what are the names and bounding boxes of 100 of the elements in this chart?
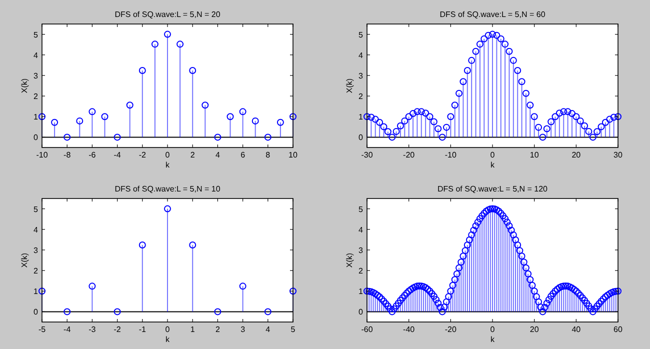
x-tick-label: 10 [530, 150, 540, 160]
point [276, 118, 284, 126]
y-axis-title: X(k) [345, 252, 354, 268]
x-tick-label: -6 [88, 150, 96, 160]
y-tick-label: 4 [358, 50, 364, 60]
chart-title: DFS of SQ.wave:L = 5,N = 60 [440, 10, 546, 19]
point [38, 113, 46, 120]
y-tick-label: 0 [34, 133, 39, 142]
x-tick-label: 0 [490, 150, 496, 160]
x-tick-label: -40 [403, 325, 416, 334]
x-tick-label: -5 [38, 325, 46, 334]
x-tick-label: 2 [215, 325, 220, 334]
y-tick-label: 2 [34, 266, 39, 276]
x-tick-label: -30 [361, 150, 374, 160]
y-tick-label: 0 [358, 133, 364, 142]
point [51, 118, 58, 126]
x-tick-label: -20 [403, 150, 416, 160]
x-tick-label: -2 [138, 150, 146, 160]
x-tick-label: 4 [266, 325, 271, 334]
point [252, 117, 259, 124]
y-tick-label: 1 [358, 287, 364, 296]
x-tick-label: 0 [165, 150, 170, 160]
point [101, 113, 108, 120]
point [176, 40, 184, 48]
chart-title: DFS of SQ.wave:L = 5,N = 120 [438, 184, 548, 194]
y-tick-label: 0 [34, 308, 39, 317]
x-tick-label: -2 [114, 325, 122, 334]
point [126, 102, 134, 109]
x-axis-title: k [490, 335, 496, 344]
point [88, 108, 96, 116]
x-tick-label: 20 [572, 150, 582, 160]
y-tick-label: 1 [34, 112, 39, 122]
x-tick-label: -4 [64, 325, 72, 334]
point [214, 308, 222, 316]
x-tick-label: 4 [215, 150, 220, 160]
point [189, 242, 196, 249]
x-tick-label: 6 [240, 150, 246, 160]
y-tick-label: 4 [34, 225, 39, 234]
point [164, 205, 171, 212]
point [138, 67, 146, 74]
point [38, 288, 46, 295]
x-tick-label: -60 [361, 325, 374, 334]
y-tick-label: 3 [358, 71, 364, 80]
y-tick-label: 5 [358, 30, 364, 40]
y-tick-label: 5 [358, 204, 364, 214]
point [114, 308, 121, 316]
x-tick-label: -1 [138, 325, 146, 334]
y-tick-label: 3 [34, 71, 39, 80]
point [290, 288, 296, 295]
x-tick-label: 2 [190, 150, 196, 160]
x-tick-label: 10 [288, 150, 298, 160]
point [290, 113, 296, 120]
y-tick-label: 1 [358, 112, 364, 122]
chart-title: DFS of SQ.wave:L = 5,N = 10 [114, 184, 221, 194]
y-tick-label: 3 [358, 246, 364, 255]
x-tick-label: 20 [530, 325, 540, 334]
point [138, 242, 146, 249]
y-tick-label: 3 [34, 246, 39, 255]
x-tick-label: -4 [114, 150, 122, 160]
point [114, 134, 121, 141]
x-tick-label: -10 [36, 150, 48, 160]
y-tick-label: 1 [34, 287, 39, 296]
point [202, 102, 209, 109]
point [64, 134, 71, 141]
y-axis-title: X(k) [345, 78, 354, 94]
y-tick-label: 4 [358, 225, 364, 234]
x-tick-label: 0 [490, 325, 496, 334]
x-tick-label: 5 [290, 325, 296, 334]
x-tick-label: -10 [444, 150, 457, 160]
x-tick-label: 60 [614, 325, 623, 334]
point [64, 308, 71, 316]
point [264, 308, 272, 316]
x-tick-label: -3 [88, 325, 96, 334]
point [226, 113, 234, 120]
x-tick-label: 3 [240, 325, 246, 334]
x-axis-title: k [166, 160, 170, 170]
point [239, 282, 246, 290]
x-axis-title: k [166, 335, 170, 344]
y-tick-label: 2 [358, 266, 364, 276]
chart-title: DFS of SQ.wave:L = 5,N = 20 [114, 10, 221, 19]
y-tick-label: 4 [34, 50, 39, 60]
y-tick-label: 2 [34, 92, 39, 102]
point [151, 40, 158, 48]
x-tick-label: 0 [165, 325, 170, 334]
point [88, 282, 96, 290]
y-tick-label: 2 [358, 92, 364, 102]
x-tick-label: 1 [190, 325, 196, 334]
x-tick-label: -20 [444, 325, 457, 334]
y-tick-label: 5 [34, 30, 39, 40]
y-axis-title: X(k) [20, 78, 29, 94]
y-axis-title: X(k) [20, 252, 29, 268]
y-tick-label: 5 [34, 204, 39, 214]
point [214, 134, 222, 141]
x-tick-label: 40 [572, 325, 582, 334]
point [76, 117, 84, 124]
point [164, 30, 171, 38]
x-tick-label: 30 [614, 150, 623, 160]
y-tick-label: 0 [358, 308, 364, 317]
point [239, 108, 246, 116]
x-axis-title: k [490, 160, 496, 170]
